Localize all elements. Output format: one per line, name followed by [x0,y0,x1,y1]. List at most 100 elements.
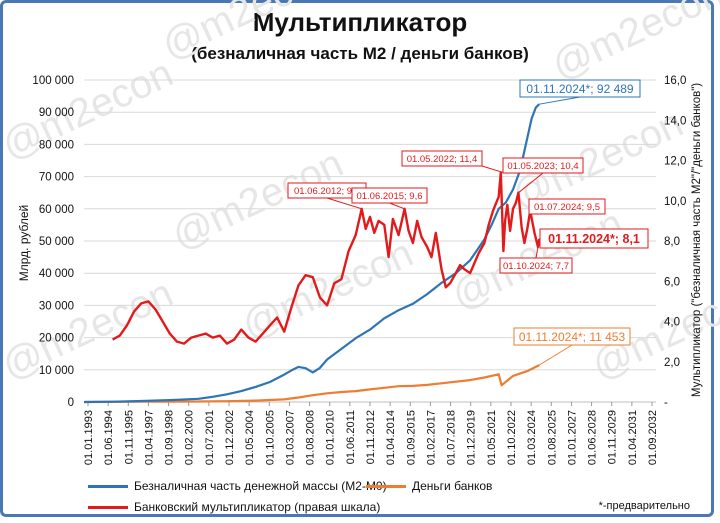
y2-tick-label: 2,0 [664,357,680,369]
x-tick-label: 01.06.2011 [345,410,357,464]
x-tick-label: 01.03.2024 [526,410,538,465]
x-tick-label: 01.12.2019 [466,410,478,465]
footnote: *-предварительно [598,500,690,512]
x-tick-label: 01.08.2025 [546,410,558,465]
y2-tick-label: 8,0 [664,236,680,248]
x-tick-label: 01.05.2004 [244,410,256,465]
x-tick-label: 01.09.2032 [647,410,659,465]
legend-label-red: Банковский мультипликатор (правая шкала) [134,500,381,514]
annotation-box [502,157,584,174]
annotation-label: 01.11.2024*; 92 489 [526,82,634,96]
y-ticks: 0 10 000 20 000 30 000 40 000 50 000 60 000 70 … [32,75,74,409]
x-tick-label: 01.02.2017 [425,410,437,465]
x-tick-label: 01.01.2010 [325,410,337,465]
x-tick-label: 01.11.2012 [365,410,377,464]
annotation-box [499,257,573,274]
y-tick-label: 40 000 [39,268,74,280]
y-tick-label: 30 000 [39,300,74,312]
legend-label-orange: Деньги банков [412,479,493,493]
x-tick-label: 01.09.2015 [405,410,417,465]
annotation-box [401,150,483,167]
y-tick-label: 50 000 [39,236,74,248]
watermark-text: @m2econ [155,0,339,68]
series-line-0 [83,103,540,404]
y2-tick-label: 16,0 [664,75,686,87]
annotation-leader [518,172,544,194]
watermark-text: @m2econ [0,51,180,168]
y-tick-label: 20 000 [39,333,74,345]
watermark-text: @m2econ [0,271,180,388]
annotation-box [519,79,641,98]
y-tick-label: 10 000 [39,365,74,377]
legend-item-red: Банковский мультипликатор (правая шкала) [88,500,380,514]
annotation-leader [389,202,405,210]
annotation-leader [538,344,573,366]
x-tick-label: 01.07.2001 [204,410,216,465]
x-tick-label: 01.04.1997 [143,410,155,465]
annotation-box [351,187,428,204]
y-tick-label: 80 000 [39,139,74,151]
annotation-label: 01.06.2015; 9,6 [356,191,422,202]
annotation-label: 01.05.2022; 11,4 [407,154,478,165]
x-tick-label: 01.08.2008 [305,410,317,465]
legend-item-blue: Безналичная часть денежной массы (М2-М0) [88,479,387,493]
y2-tick-label: 10,0 [664,196,686,208]
x-tick-label: 01.06.1994 [103,410,115,465]
annotation-label: 01.11.2024*; 11 453 [519,330,626,344]
annotation-leader [326,197,362,210]
x-tick-label: 01.06.2028 [587,410,599,465]
legend-label-blue: Безналичная часть денежной массы (М2-М0) [134,479,387,493]
x-tick-label: 01.04.2031 [627,410,639,465]
y2-tick-label: - [664,397,668,409]
x-tick-label: 01.03.2007 [284,410,296,465]
x-tick-label: 01.11.2029 [607,410,619,464]
x-tick-label: 01.02.2000 [184,410,196,465]
watermark-text: @m2econ [545,0,720,88]
x-tick-label: 01.05.2021 [486,410,498,465]
annotation-leader [535,246,539,259]
series-line-1 [83,364,540,404]
annotation-box [539,228,649,249]
y-axis-label: Млрд. рублей [17,205,31,281]
legend-swatch-red [88,505,128,509]
x-tick-label: 01.01.1993 [83,410,95,465]
legend-item-orange: Деньги банков [366,479,492,493]
annotation-label: 01.10.2024; 7,7 [503,261,569,272]
x-tick-label: 01.11.1995 [123,410,135,464]
y2-tick-label: 4,0 [664,317,680,329]
x-tick-label: 01.09.1998 [164,410,176,465]
y2-tick-label: 6,0 [664,276,680,288]
x-tick-label: 01.10.2005 [264,410,276,465]
y2-tick-label: 12,0 [664,156,686,168]
annotation-layer: 01.11.2024*; 92 489 01.11.2024*; 11 453 01… [287,79,649,366]
chart-title: Мультипликатор [252,7,468,37]
x-tick-label: 01.10.2022 [506,410,518,465]
y-tick-label: 60 000 [39,204,74,216]
annotation-label: 01.05.2023; 10,4 [507,161,578,172]
legend-swatch-blue [88,484,128,488]
annotation-box [513,327,631,346]
annotation-box [528,198,606,215]
series-line-2 [112,171,541,345]
annotation-label: 01.07.2024; 9,5 [534,202,600,213]
y2-tick-label: 14,0 [664,115,686,127]
annotation-leader [539,96,581,105]
y2-axis-label: Мультипликатор ("безналичная часть М2"/"… [691,83,703,397]
y-tick-label: 0 [68,397,74,409]
x-tick-label: 01.04.2014 [385,410,397,465]
annotation-leader [481,165,504,174]
y2-ticks: - 2,0 4,0 6,0 8,0 10,0 12,0 14,0 16,0 [664,75,686,409]
y-tick-label: 100 000 [32,75,74,87]
x-ticks: 01.01.1993 01.06.1994 01.11.1995 01.04.1997… [83,402,659,465]
x-tick-label: 01.12.2002 [224,410,236,465]
x-tick-label: 01.01.2027 [566,410,578,465]
y-tick-label: 90 000 [39,107,74,119]
x-tick-label: 01.07.2018 [446,410,458,465]
y-tick-label: 70 000 [39,172,74,184]
series-layer [83,103,541,404]
annotation-label: 01.11.2024*; 8,1 [548,232,640,246]
annotation-label: 01.06.2012; 9,6 [294,186,360,197]
watermark-text: @m2econ [235,231,419,348]
chart-subtitle: (безналичная часть М2 / деньги банков) [191,44,529,63]
